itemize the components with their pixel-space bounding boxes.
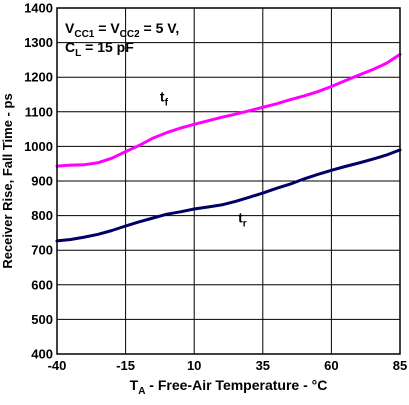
y-tick-label: 400 (31, 347, 53, 362)
tick-label-layer: 400 500 600 700 800 900 1000 1100 1200 1300 1400 -4… (24, 1, 407, 374)
plot-frame (56, 7, 401, 355)
conditions-supply-voltage: VCC1 = VCC2 = 5 V, (65, 20, 179, 40)
series-layer (55, 52, 402, 243)
y-tick-label: 800 (31, 208, 53, 223)
y-tick-label: 1000 (24, 139, 53, 154)
y-tick-label: 600 (31, 277, 53, 292)
x-tick-label: 10 (187, 358, 201, 373)
y-tick-label: 500 (31, 312, 53, 327)
plot-frame-layer (56, 7, 401, 355)
x-tick-label: -40 (48, 358, 67, 373)
y-tick-label: 1100 (25, 104, 53, 119)
grid-layer (57, 8, 400, 354)
series-label-tf: tf (160, 88, 169, 108)
y-tick-label: 1400 (24, 1, 53, 16)
series-line-tr (55, 148, 402, 243)
y-tick-label: 900 (31, 174, 53, 189)
y-tick-label: 1300 (24, 35, 53, 50)
y-axis-label: Receiver Rise, Fall Time - ps (0, 93, 15, 268)
annotation-layer: tf tr TA - Free-Air Temperature - °C Receiv… (0, 20, 327, 397)
x-tick-label: 60 (324, 358, 338, 373)
series-line-tf (55, 52, 402, 168)
conditions-load-capacitance: CL = 15 pF (65, 39, 134, 59)
x-tick-label: 35 (256, 358, 270, 373)
x-tick-label: -15 (116, 358, 135, 373)
x-tick-label: 85 (393, 358, 407, 373)
x-axis-label: TA - Free-Air Temperature - °C (130, 377, 328, 397)
y-tick-label: 700 (31, 243, 53, 258)
y-tick-label: 1200 (24, 70, 53, 85)
series-label-tr: tr (238, 210, 247, 230)
